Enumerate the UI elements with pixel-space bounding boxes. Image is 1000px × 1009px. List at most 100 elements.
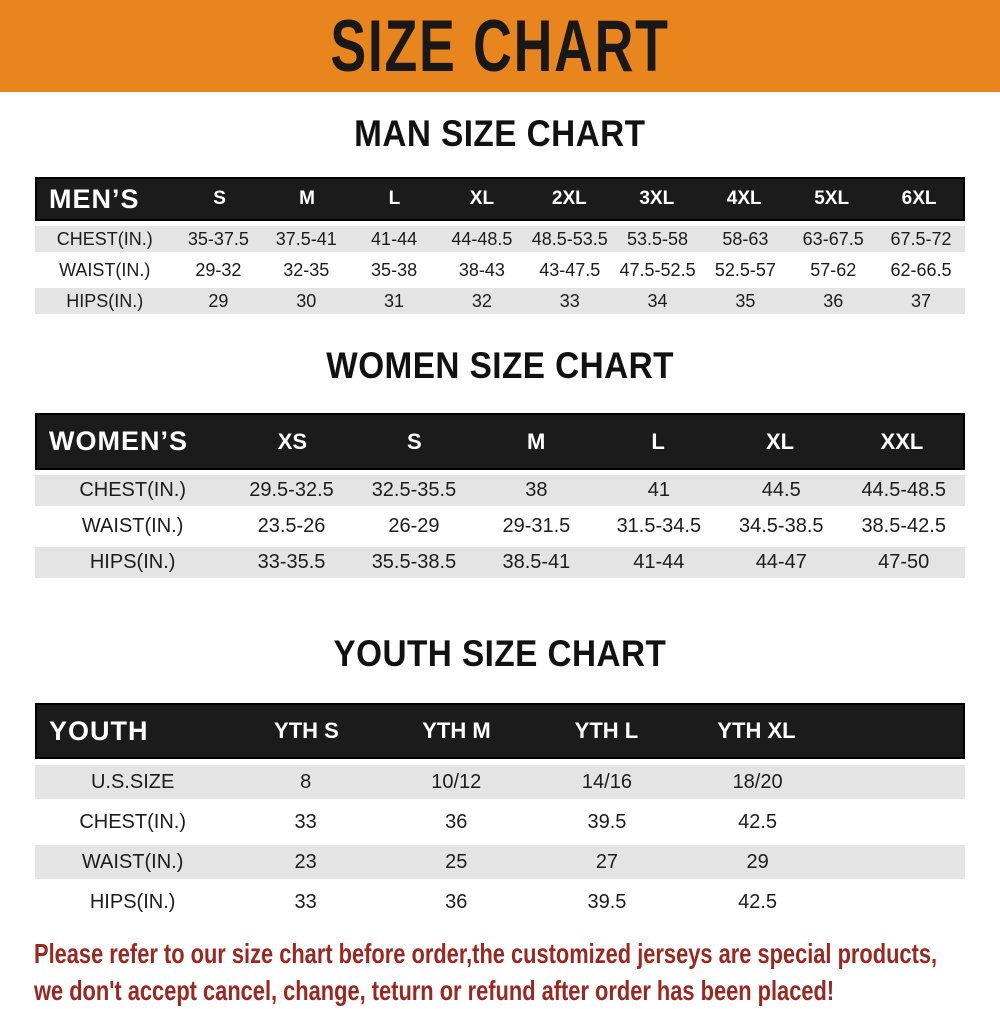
mens-column-header: 6XL [901, 188, 937, 209]
youth-row-label: U.S.SIZE [90, 770, 175, 793]
youth-value-cell: 39.5 [587, 810, 627, 833]
youth-value-cell: 8 [300, 770, 312, 793]
youth-value-cell: 23 [294, 850, 317, 873]
youth-value-cell: 36 [445, 810, 468, 833]
youth-table: YOUTH YTH S YTH M YTH L YTH XL U.S.SIZE 8 10/12… [35, 703, 965, 919]
youth-table-header: YOUTH YTH S YTH M YTH L YTH XL [35, 703, 965, 759]
womens-value-cell: 44-47 [755, 551, 807, 573]
youth-value-cell: 18/20 [732, 770, 783, 793]
youth-column-header: YTH M [422, 718, 491, 743]
youth-row: CHEST(IN.) 33 36 39.5 42.5 [35, 805, 965, 839]
youth-header-label: YOUTH [49, 715, 149, 746]
youth-size-section: YOUTH SIZE CHART YOUTH YTH S YTH M YTH L YTH … [0, 634, 1000, 919]
youth-row: HIPS(IN.) 33 36 39.5 42.5 [35, 885, 965, 919]
mens-value-cell: 35 [735, 290, 756, 311]
womens-value-cell: 33-35.5 [257, 551, 326, 573]
mens-value-cell: 34 [647, 290, 668, 311]
mens-value-cell: 44-48.5 [451, 228, 513, 249]
womens-value-cell: 41-44 [633, 551, 685, 573]
youth-value-cell: 25 [445, 850, 468, 873]
womens-value-cell: 38 [525, 479, 548, 501]
youth-row-label: HIPS(IN.) [89, 890, 176, 913]
disclaimer-line-1: Please refer to our size chart before or… [34, 938, 938, 969]
mens-column-header: L [388, 188, 401, 209]
mens-value-cell: 43-47.5 [539, 259, 601, 280]
youth-value-cell: 27 [595, 850, 619, 873]
mens-column-header: 4XL [726, 188, 762, 209]
mens-value-cell: 58-63 [722, 228, 769, 249]
mens-row-label: HIPS(IN.) [66, 290, 144, 311]
mens-value-cell: 29 [208, 290, 229, 311]
mens-value-cell: 35-37.5 [187, 228, 249, 249]
mens-value-cell: 52.5-57 [714, 259, 776, 280]
mens-value-cell: 41-44 [371, 228, 418, 249]
womens-row-label: WAIST(IN.) [81, 515, 184, 537]
mens-value-cell: 29-32 [195, 259, 242, 280]
mens-row: HIPS(IN.) 29 30 31 32 33 34 35 36 37 [35, 288, 965, 314]
womens-value-cell: 23.5-26 [257, 515, 326, 537]
womens-value-cell: 44.5-48.5 [861, 479, 946, 501]
womens-column-header: XL [765, 428, 795, 454]
womens-value-cell: 34.5-38.5 [739, 515, 824, 537]
disclaimer: Please refer to our size chart before or… [34, 935, 1000, 1009]
womens-row: WAIST(IN.) 23.5-26 26-29 29-31.5 31.5-34.5 34… [35, 511, 965, 542]
mens-value-cell: 36 [823, 290, 844, 311]
youth-value-cell: 42.5 [738, 890, 778, 913]
youth-heading: YOUTH SIZE CHART [0, 634, 1000, 679]
banner-title: SIZE CHART [330, 4, 670, 88]
mens-value-cell: 48.5-53.5 [531, 228, 608, 249]
mens-value-cell: 30 [296, 290, 317, 311]
mens-row: WAIST(IN.) 29-32 32-35 35-38 38-43 43-47.5 47.… [35, 257, 965, 283]
mens-value-cell: 62-66.5 [890, 259, 952, 280]
mens-value-cell: 53.5-58 [627, 228, 689, 249]
womens-size-section: WOMEN SIZE CHART WOMEN’S XS S M L XL XXL CHEST(I… [0, 346, 1000, 578]
womens-row-label: CHEST(IN.) [79, 479, 186, 501]
womens-table-header: WOMEN’S XS S M L XL XXL [35, 413, 965, 470]
womens-column-header: L [651, 428, 665, 454]
womens-value-cell: 38.5-42.5 [861, 515, 946, 537]
womens-row: HIPS(IN.) 33-35.5 35.5-38.5 38.5-41 41-44 44-… [35, 547, 965, 578]
womens-row-label: HIPS(IN.) [89, 551, 176, 573]
womens-value-cell: 38.5-41 [502, 551, 571, 573]
mens-value-cell: 67.5-72 [890, 228, 952, 249]
mens-table: MEN’S S M L XL 2XL 3XL 4XL 5XL 6XL CHEST(IN.) 35-37… [35, 177, 965, 314]
womens-value-cell: 29.5-32.5 [249, 479, 334, 501]
youth-heading-text: YOUTH SIZE CHART [333, 633, 667, 674]
size-chart-sections: MAN SIZE CHART MEN’S S M L XL 2XL 3XL 4XL 5XL 6XL C… [0, 114, 1000, 919]
mens-value-cell: 35-38 [371, 259, 418, 280]
mens-column-header: S [213, 188, 226, 209]
womens-table: WOMEN’S XS S M L XL XXL CHEST(IN.) 29.5-32.5 32.5… [35, 413, 965, 578]
womens-value-cell: 32.5-35.5 [371, 479, 457, 501]
youth-row-label: CHEST(IN.) [79, 810, 186, 833]
womens-value-cell: 47-50 [878, 551, 930, 573]
mens-value-cell: 63-67.5 [802, 228, 864, 249]
youth-value-cell: 39.5 [587, 890, 627, 913]
mens-value-cell: 47.5-52.5 [619, 259, 696, 280]
youth-value-cell: 42.5 [738, 810, 778, 833]
youth-value-cell: 10/12 [431, 770, 482, 793]
mens-column-header: 5XL [814, 188, 850, 209]
mens-value-cell: 37 [911, 290, 932, 311]
mens-row: CHEST(IN.) 35-37.5 37.5-41 41-44 44-48.5 48.5… [35, 226, 965, 252]
womens-value-cell: 29-31.5 [502, 515, 571, 537]
youth-column-header: YTH S [274, 718, 339, 743]
youth-row: WAIST(IN.) 23 25 27 29 [35, 845, 965, 879]
womens-value-cell: 31.5-34.5 [616, 515, 702, 537]
womens-heading: WOMEN SIZE CHART [0, 346, 1000, 391]
mens-column-header: 3XL [639, 188, 675, 209]
womens-header-label: WOMEN’S [49, 426, 188, 456]
womens-value-cell: 35.5-38.5 [371, 551, 457, 573]
mens-row-label: CHEST(IN.) [56, 228, 153, 249]
womens-value-cell: 44.5 [761, 479, 801, 501]
mens-value-cell: 33 [559, 290, 580, 311]
mens-column-header: 2XL [551, 188, 587, 209]
womens-column-header: XS [277, 428, 308, 454]
womens-column-header: XXL [880, 428, 924, 454]
mens-value-cell: 37.5-41 [275, 228, 337, 249]
womens-column-header: S [406, 428, 422, 454]
mens-value-cell: 38-43 [458, 259, 505, 280]
mens-table-header: MEN’S S M L XL 2XL 3XL 4XL 5XL 6XL [35, 177, 965, 221]
womens-value-cell: 41 [647, 479, 670, 501]
womens-heading-text: WOMEN SIZE CHART [326, 345, 674, 386]
mens-heading-text: MAN SIZE CHART [354, 113, 646, 154]
